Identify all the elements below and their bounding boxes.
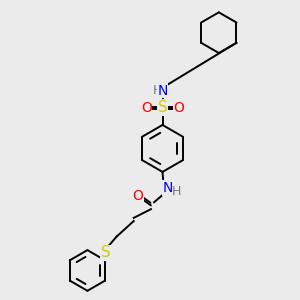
Text: O: O (132, 189, 143, 203)
Text: N: N (157, 84, 168, 98)
Text: O: O (141, 101, 152, 115)
Text: N: N (163, 181, 173, 195)
Text: H: H (152, 84, 162, 97)
Text: S: S (101, 245, 110, 260)
Text: O: O (173, 101, 184, 115)
Text: S: S (158, 100, 167, 115)
Text: H: H (172, 185, 182, 198)
